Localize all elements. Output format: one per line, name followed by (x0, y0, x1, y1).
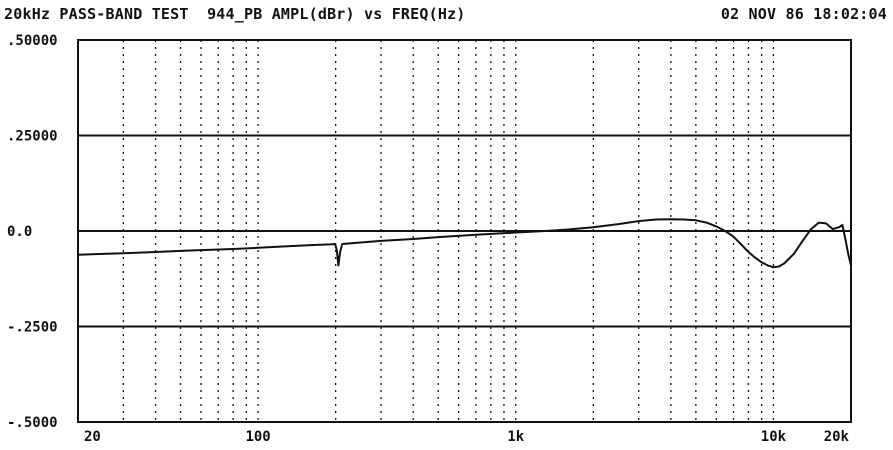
chart-title: 20kHz PASS-BAND TEST 944_PB AMPL(dBr) vs… (4, 5, 466, 23)
x-tick-label: 100 (245, 429, 270, 445)
x-tick-label: 20 (84, 429, 101, 445)
y-axis-labels: .50000 .25000 0.0 -.2500 -.5000 (7, 33, 58, 431)
x-tick-label: 20k (824, 429, 850, 445)
x-axis-labels: 20 100 1k 10k 20k (84, 429, 850, 445)
y-tick-label: -.5000 (7, 415, 58, 431)
y-tick-label: -.2500 (7, 320, 58, 336)
y-tick-label: 0.0 (7, 224, 32, 240)
timestamp: 02 NOV 86 18:02:04 (720, 5, 887, 23)
y-tick-label: .25000 (7, 129, 58, 145)
response-trace (77, 218, 852, 269)
x-tick-label: 10k (761, 429, 787, 445)
plot-frame (77, 39, 852, 423)
y-grid (78, 134, 851, 328)
x-tick-label: 1k (507, 429, 524, 445)
y-tick-label: .50000 (7, 33, 58, 49)
